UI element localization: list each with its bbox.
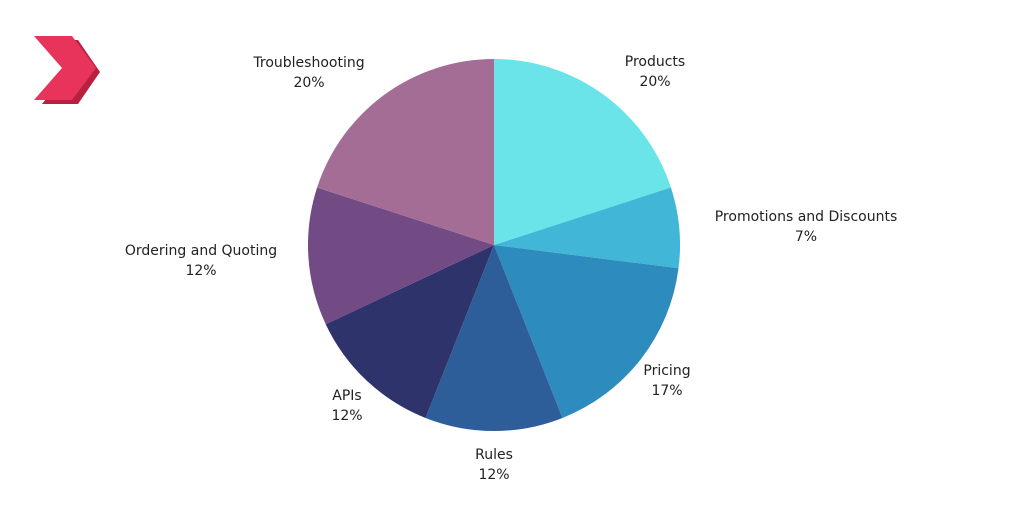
slice-percent-products: 20% bbox=[639, 74, 670, 90]
pie-labels: Products 20% Promotions and Discounts 7% Pri… bbox=[125, 54, 897, 483]
slice-label-promotions-and-discounts: Promotions and Discounts bbox=[715, 209, 898, 225]
slice-label-products: Products bbox=[625, 54, 685, 70]
pie-slice-apis bbox=[325, 245, 494, 418]
pie-slices bbox=[307, 59, 680, 432]
double-chevron-logo bbox=[34, 36, 100, 104]
slice-label-ordering-and-quoting: Ordering and Quoting bbox=[125, 243, 277, 259]
logo-chevron-front bbox=[52, 36, 96, 100]
slice-label-pricing: Pricing bbox=[643, 363, 690, 379]
slice-percent-troubleshooting: 20% bbox=[293, 75, 324, 91]
slice-label-apis: APIs bbox=[332, 388, 361, 404]
pie-slice-ordering-and-quoting bbox=[307, 187, 494, 325]
slice-percent-promotions-and-discounts: 7% bbox=[795, 229, 817, 245]
pie-slice-products bbox=[494, 59, 671, 245]
pie-slice-rules bbox=[425, 245, 563, 432]
pie-slice-troubleshooting bbox=[317, 59, 494, 245]
slice-percent-pricing: 17% bbox=[651, 383, 682, 399]
slice-percent-ordering-and-quoting: 12% bbox=[185, 263, 216, 279]
slice-percent-apis: 12% bbox=[331, 408, 362, 424]
slice-label-rules: Rules bbox=[475, 447, 513, 463]
slice-label-troubleshooting: Troubleshooting bbox=[252, 55, 364, 71]
slice-percent-rules: 12% bbox=[478, 467, 509, 483]
pie-slice-promotions-and-discounts bbox=[494, 187, 680, 269]
pie-slice-pricing bbox=[494, 245, 679, 418]
